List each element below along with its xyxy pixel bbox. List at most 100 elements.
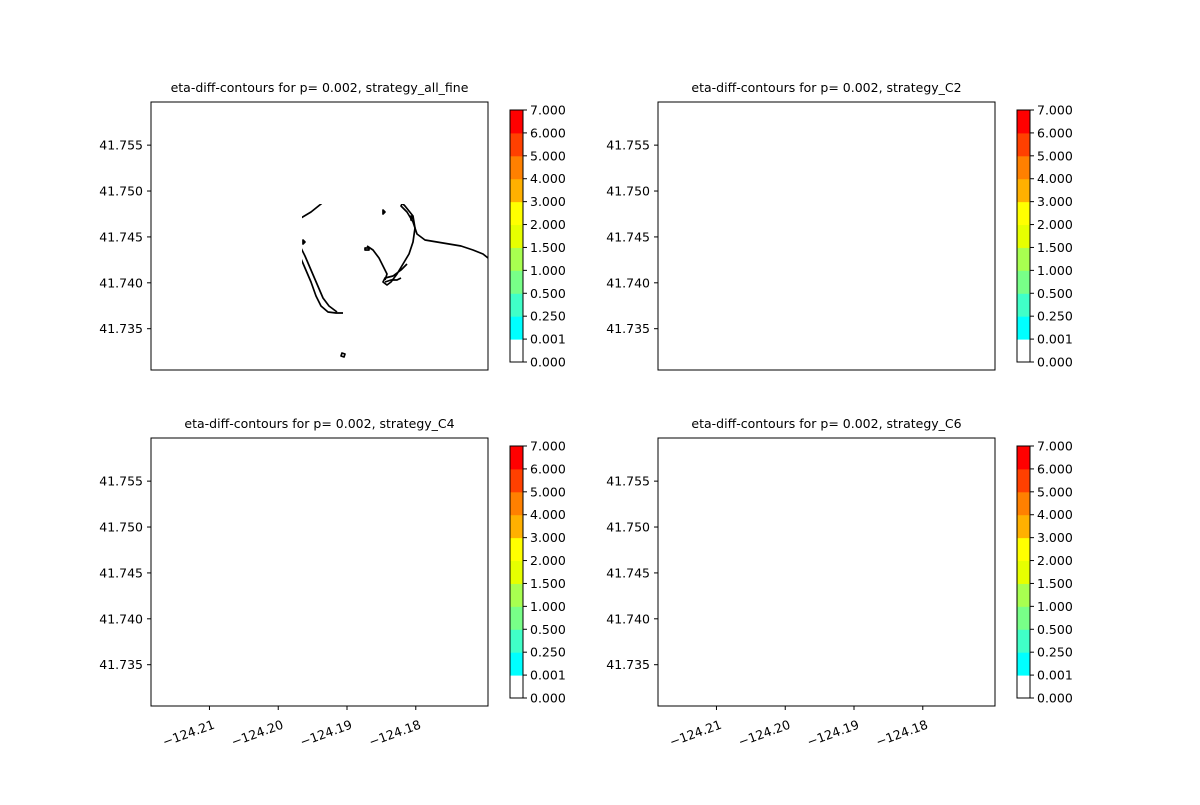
- contour-fill: [302, 204, 488, 370]
- contour-region: [306, 438, 411, 508]
- contour-region: [913, 102, 995, 197]
- colorbar-label: 2.000: [530, 553, 566, 568]
- contour-region: [948, 508, 995, 578]
- contour-region: [413, 478, 461, 566]
- coastline-segment: [209, 513, 271, 564]
- colorbar-label: 0.500: [1037, 286, 1073, 301]
- y-tick-label: 41.755: [606, 138, 650, 153]
- colorbar-band: [1017, 132, 1030, 157]
- contour-region: [766, 530, 788, 550]
- colorbar-band: [1017, 293, 1030, 317]
- contour-region: [778, 172, 823, 212]
- y-tick-label: 41.735: [99, 657, 143, 672]
- colorbar-label: 3.000: [530, 530, 566, 545]
- coastline-segment: [257, 238, 267, 248]
- contour-region: [411, 438, 488, 568]
- coastline-segment: [678, 180, 686, 186]
- coastline-segment: [303, 576, 305, 580]
- coastline-segment: [874, 246, 894, 280]
- coastline-segment: [795, 166, 995, 258]
- coastline-segment: [918, 216, 920, 220]
- coastline-segment: [209, 177, 271, 228]
- plot-frame: [150, 437, 489, 707]
- panel-c6: eta-diff-contours for p= 0.002, strategy…: [606, 416, 1073, 749]
- colorbar-band: [510, 293, 523, 317]
- coastline-segment: [171, 516, 179, 522]
- colorbar-label: 0.000: [530, 355, 566, 370]
- coastline-segment: [678, 516, 686, 522]
- colorbar-label: 0.250: [530, 309, 566, 324]
- colorbar-band: [1017, 201, 1030, 226]
- contour-region: [926, 212, 942, 226]
- colorbar-band: [1017, 606, 1030, 630]
- coastline-segment: [892, 278, 908, 282]
- contour-region: [926, 548, 943, 562]
- colorbar-band: [510, 652, 523, 676]
- contour-region: [251, 538, 431, 678]
- coastline: [658, 438, 995, 693]
- panel-title: eta-diff-contours for p= 0.002, strategy…: [691, 80, 961, 95]
- contour-region: [658, 438, 798, 520]
- panel-c4: eta-diff-contours for p= 0.002, strategy…: [99, 416, 566, 749]
- colorbar-label: 1.500: [1037, 240, 1073, 255]
- x-tick-label: −124.18: [874, 717, 930, 750]
- colorbar-label: 0.001: [1037, 668, 1073, 683]
- y-tick-label: 41.750: [99, 520, 143, 535]
- coastline-segment: [793, 562, 850, 649]
- colorbar-label: 5.000: [530, 484, 566, 499]
- contour-region: [321, 628, 336, 643]
- x-axis: −124.21 −124.20 −124.19 −124.18: [667, 706, 930, 750]
- coastline-segment: [257, 574, 267, 584]
- colorbar-label: 0.000: [1037, 691, 1073, 706]
- coastline-segment: [668, 159, 670, 162]
- x-tick-label: −124.20: [736, 717, 792, 750]
- coastline-segment: [764, 238, 774, 248]
- coastline-segment: [848, 689, 852, 693]
- colorbar-band: [510, 132, 523, 157]
- colorbar-label: 1.500: [530, 576, 566, 591]
- coastline-segment: [385, 614, 401, 618]
- coastline-segment: [367, 582, 387, 616]
- contour-fill: [658, 102, 995, 370]
- colorbar-label: 1.000: [530, 263, 566, 278]
- coastline-segment: [302, 204, 489, 259]
- panel-c2: eta-diff-contours for p= 0.002, strategy…: [606, 80, 1073, 371]
- y-tick-label: 41.750: [606, 520, 650, 535]
- coastline-segment: [890, 546, 892, 550]
- coastline-segment: [161, 495, 163, 498]
- coastline-segment: [716, 513, 778, 564]
- y-tick-label: 41.745: [99, 565, 143, 580]
- coastline-segment: [383, 546, 385, 550]
- colorbar-band: [1017, 537, 1030, 562]
- y-tick-label: 41.755: [99, 138, 143, 153]
- colorbar-band: [1017, 583, 1030, 607]
- coastline-segment: [364, 247, 370, 251]
- coastline-segment: [734, 212, 736, 216]
- colorbar-band: [510, 270, 523, 294]
- colorbar-label: 0.250: [530, 645, 566, 660]
- coastline-segment: [681, 500, 683, 503]
- coastline-segment: [384, 277, 402, 283]
- colorbar-label: 1.500: [530, 240, 566, 255]
- colorbar-band: [510, 491, 523, 516]
- colorbar-band: [510, 201, 523, 226]
- colorbar-label: 2.000: [1037, 217, 1073, 232]
- x-axis: −124.21 −124.20 −124.19 −124.18: [160, 706, 423, 750]
- colorbar-label: 0.001: [1037, 332, 1073, 347]
- y-axis: 41.735 41.740 41.745 41.750 41.755: [606, 138, 658, 336]
- colorbar-band: [1017, 247, 1030, 271]
- coastline-segment: [742, 564, 744, 568]
- colorbar-frame: [1016, 445, 1031, 699]
- y-axis: 41.735 41.740 41.745 41.750 41.755: [99, 474, 151, 672]
- contour-region: [883, 277, 900, 288]
- coastline-segment: [764, 574, 774, 584]
- coastline-segment: [151, 438, 293, 518]
- coastline-segment: [658, 138, 710, 168]
- coastline-segment: [302, 239, 306, 245]
- colorbar-label: 0.500: [530, 286, 566, 301]
- y-tick-label: 41.750: [99, 184, 143, 199]
- x-tick-label: −124.19: [298, 717, 354, 750]
- coastline-segment: [410, 215, 414, 221]
- colorbar-label: 0.000: [530, 691, 566, 706]
- coastline-segment: [259, 577, 264, 581]
